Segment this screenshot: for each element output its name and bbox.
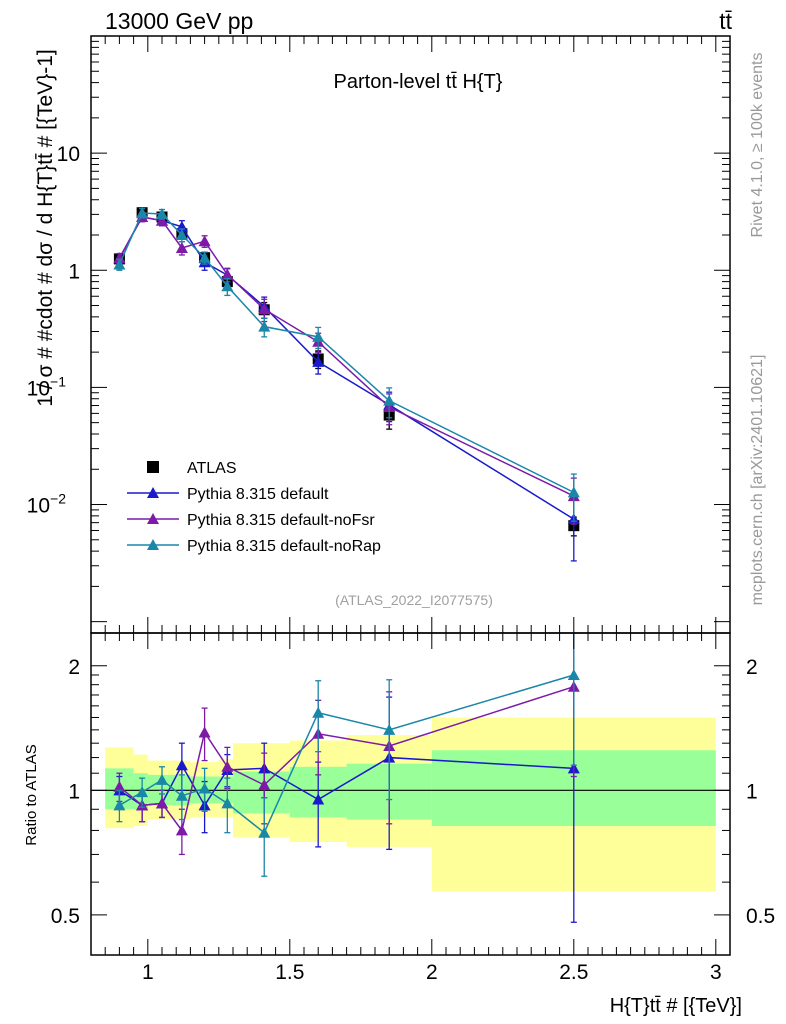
main-data-point [113,252,126,264]
ratio-data-point [113,780,126,792]
ratio-series-line [119,674,575,834]
mcplots-label: mcplots.cern.ch [arXiv:2401.10621] [749,355,766,606]
ratio-y-tick-label-right: 0.5 [746,905,775,928]
main-series-group [113,207,580,562]
ratio-series-2 [113,632,580,877]
ratio-data-point [198,726,211,738]
legend-item-2: Pythia 8.315 default-noFsr [127,512,375,529]
legend-marker [147,513,159,524]
main-y-tick-label: 10 [57,143,80,166]
main-data-point [258,320,271,332]
x-tick-label: 2.5 [559,961,588,984]
ratio-y-tick-label-right: 1 [746,780,758,803]
main-data-point [383,394,396,406]
main-data-point [567,486,580,498]
main-data-point [156,208,168,220]
energy-label: 13000 GeV pp [105,8,253,34]
ratio-bands [91,717,730,892]
main-data-point [113,258,126,270]
main-data-point [198,235,211,247]
main-data-point [136,207,149,219]
legend-item-1: Pythia 8.315 default [127,486,329,503]
rivet-version-label: Rivet 4.1.0, ≥ 100k events [749,53,766,238]
ratio-series-group [113,632,580,923]
main-data-point [312,330,325,342]
legend-item-0: ATLAS [147,460,237,477]
main-data-point [312,355,325,367]
main-series-3 [113,207,580,522]
main-series-0 [113,207,580,537]
ratio-y-tick-label-left: 0.5 [51,905,80,928]
main-series-line [118,216,575,497]
main-y-tick-label: 1 [68,260,80,283]
ratio-data-point [221,760,234,772]
ratio-data-point [136,786,149,798]
main-data-point [156,214,168,226]
ratio-data-point [113,799,126,811]
main-data-point [258,303,271,315]
main-y-axis-label: 1 / σ # #cdot # dσ / d H{T}tt̄ # [{TeV}-… [34,49,57,406]
ratio-y-tick-label-right: 2 [746,656,758,679]
analysis-label: (ATLAS_2022_I2077575) [335,592,493,608]
legend: ATLAS Pythia 8.315 default Pythia 8.315 de… [127,460,381,555]
legend-label: Pythia 8.315 default [187,486,329,503]
process-label: tt̄ [719,8,732,34]
ratio-data-point [175,824,188,836]
x-tick-label: 2 [426,961,438,984]
legend-label: ATLAS [187,460,237,477]
ratio-y-tick-label-left: 2 [68,656,80,679]
main-y-tick-label: 10−1 [27,373,67,400]
ratio-y-tick-label-left: 1 [68,780,80,803]
ratio-frame [90,632,731,956]
x-axis-label: H{T}tt̄ # [{TeV}] [610,995,742,1017]
main-data-point [221,280,234,292]
main-data-point [221,268,234,280]
main-data-point [175,241,188,253]
main-data-point [175,229,188,240]
ratio-series-line [118,685,575,833]
legend-marker [147,539,159,550]
main-series-line [118,212,575,494]
ratio-data-point [567,668,580,680]
ratio-data-point [198,782,211,794]
x-tick-label: 1 [142,961,154,984]
main-series-1 [113,210,580,562]
main-series-2 [113,210,580,525]
legend-item-3: Pythia 8.315 default-noRap [127,538,381,555]
legend-marker [147,487,159,498]
ratio-data-point [175,759,188,771]
ratio-data-point [312,706,325,718]
legend-marker [147,461,159,473]
main-axis-ticks: 10 1 10−1 10−2 [27,36,731,633]
legend-label: Pythia 8.315 default-noRap [187,538,381,555]
ratio-data-point [258,826,271,838]
ratio-data-point [383,723,396,735]
ratio-data-point [258,779,271,791]
ratio-y-axis-label: Ratio to ATLAS [23,744,40,845]
ratio-data-point [312,793,325,805]
ratio-data-point [221,797,234,809]
main-title: Parton-level tt̄ H{T} [334,71,503,93]
x-tick-label: 3 [710,961,722,984]
main-y-tick-label: 10−2 [27,491,67,518]
ratio-data-point [175,789,188,801]
ratio-data-point [156,797,168,809]
ratio-data-point [156,773,168,785]
legend-label: Pythia 8.315 default-noFsr [187,512,375,529]
x-tick-label: 1.5 [275,961,304,984]
ratio-axis-ticks: 0.5 0.5 1 1 2 2 1 1.5 2 2.5 3 [51,633,775,984]
main-data-point [198,251,211,263]
